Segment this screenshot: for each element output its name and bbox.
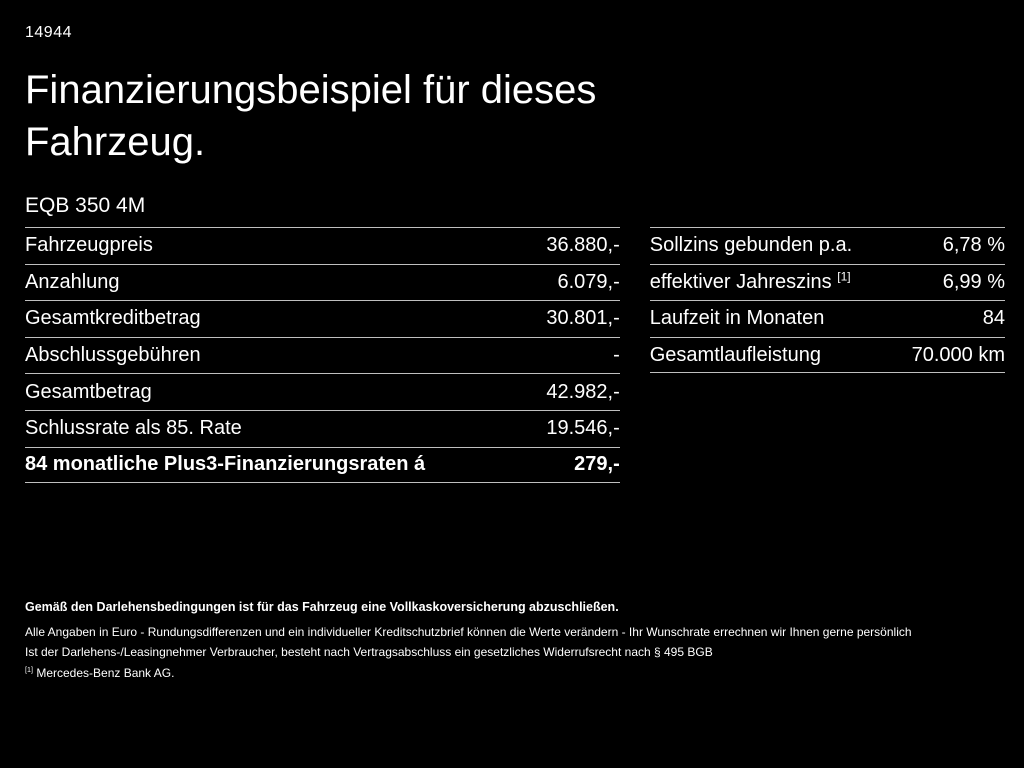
vehicle-model: EQB 350 4M (25, 194, 146, 217)
footnote-line: [1] Mercedes-Benz Bank AG. (25, 664, 175, 680)
financing-details-table: Fahrzeugpreis 36.880,- Anzahlung 6.079,- Ges… (25, 227, 620, 484)
row-label: Schlussrate als 85. Rate (25, 417, 242, 440)
row-label: 84 monatliche Plus3-Finanzierungsraten á (25, 453, 426, 476)
footnote-marker: [1] (837, 269, 851, 284)
row-value: 6,78 % (942, 234, 1005, 257)
terms-row: Laufzeit in Monaten 84 (649, 300, 1005, 337)
row-label: Sollzins gebunden p.a. (649, 234, 853, 257)
footnote-marker: [1] (25, 664, 33, 674)
row-value: 70.000 km (911, 343, 1005, 366)
row-value: 36.880,- (546, 234, 620, 257)
financing-row: Fahrzeugpreis 36.880,- (25, 227, 620, 264)
row-label: Abschlussgebühren (25, 344, 201, 367)
financing-row: Gesamtkreditbetrag 30.801,- (25, 300, 620, 337)
row-value: 6.079,- (557, 270, 620, 293)
terms-row: effektiver Jahreszins [1] 6,99 % (649, 263, 1005, 301)
footnote-line: Ist der Darlehens-/Leasingnehmer Verbrau… (25, 645, 713, 659)
row-value: 30.801,- (546, 307, 620, 330)
interest-terms-table: Sollzins gebunden p.a. 6,78 % effektiver J… (649, 227, 1005, 374)
financing-row: Abschlussgebühren - (25, 336, 620, 374)
row-label: Gesamtlaufleistung (649, 343, 821, 366)
row-label: Gesamtbetrag (25, 380, 152, 403)
financing-row: Schlussrate als 85. Rate 19.546,- (25, 409, 620, 447)
row-label: Laufzeit in Monaten (649, 307, 825, 330)
offer-number: 14944 (25, 24, 72, 41)
financing-tables: Fahrzeugpreis 36.880,- Anzahlung 6.079,- Ges… (25, 227, 1005, 484)
terms-row: Sollzins gebunden p.a. 6,78 % (649, 227, 1005, 264)
row-value: 19.546,- (546, 417, 620, 440)
footnote-line: Alle Angaben in Euro - Rundungsdifferenz… (25, 624, 912, 639)
footnote-line: Gemäß den Darlehensbedingungen ist für d… (25, 600, 619, 614)
financing-row: Anzahlung 6.079,- (25, 263, 620, 301)
financing-row: 84 monatliche Plus3-Finanzierungsraten á… (25, 446, 620, 484)
row-label: Fahrzeugpreis (25, 234, 153, 257)
row-label: Gesamtkreditbetrag (25, 307, 201, 330)
row-label: Anzahlung (25, 270, 120, 293)
row-value: - (613, 344, 620, 367)
row-value: 6,99 % (942, 270, 1005, 293)
row-value: 42.982,- (546, 380, 620, 403)
terms-row: Gesamtlaufleistung 70.000 km (649, 336, 1005, 374)
row-value: 84 (982, 307, 1005, 330)
row-value: 279,- (574, 453, 620, 476)
legal-footnotes: Gemäß den Darlehensbedingungen ist für d… (25, 597, 990, 683)
page-title: Finanzierungsbeispiel für dieses Fahrzeu… (25, 68, 597, 164)
financing-row: Gesamtbetrag 42.982,- (25, 373, 620, 410)
row-label: effektiver Jahreszins [1] (649, 269, 851, 293)
